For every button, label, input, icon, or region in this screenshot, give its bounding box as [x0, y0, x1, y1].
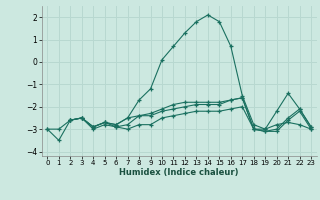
X-axis label: Humidex (Indice chaleur): Humidex (Indice chaleur) [119, 168, 239, 177]
